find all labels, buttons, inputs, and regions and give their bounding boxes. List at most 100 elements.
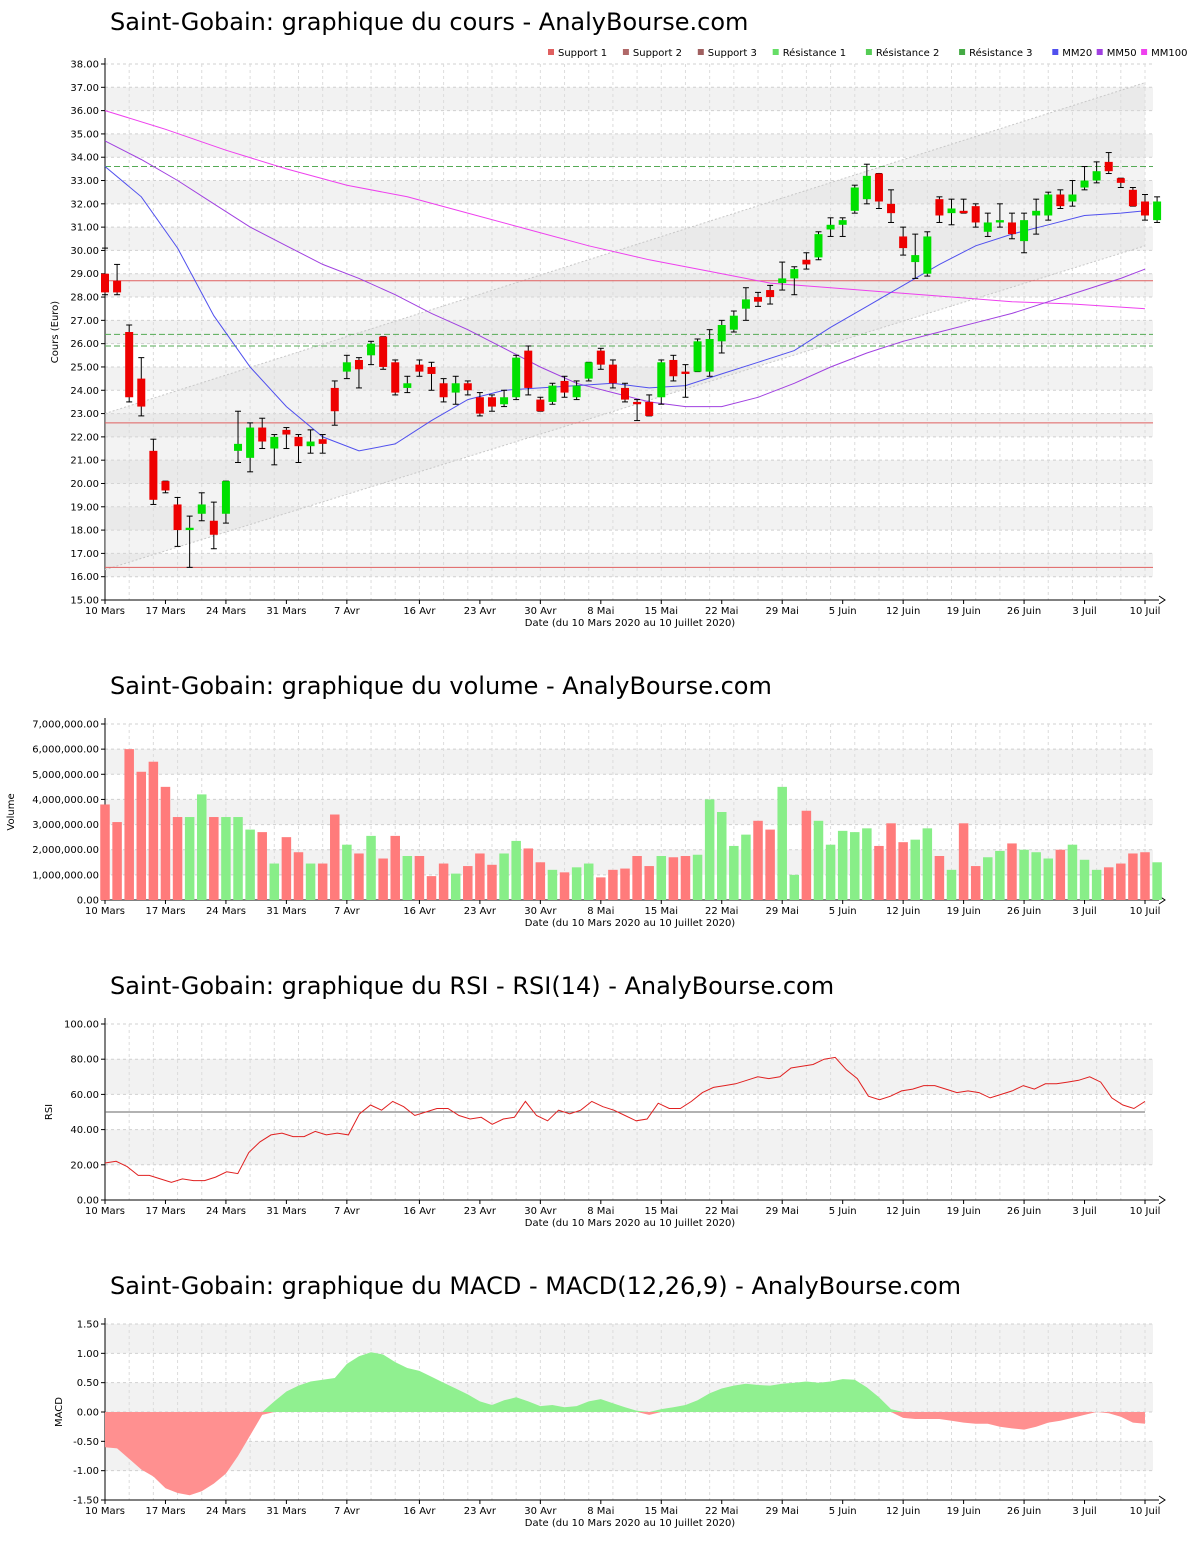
y-tick-label: 29.00 [70,269,99,280]
volume-bar [850,832,860,900]
x-tick-label: 29 Mai [765,906,798,917]
candle-body [814,234,823,258]
mm50-line [104,140,1146,408]
volume-bar [668,857,679,900]
x-tick-label: 23 Avr [464,1206,497,1217]
rsi-panel: Saint-Gobain: graphique du RSI - RSI(14)… [0,960,1200,1240]
x-tick-label: 15 Mai [645,606,678,617]
candle-body [101,273,109,293]
grid-band [105,87,1153,111]
volume-bar [1067,844,1078,900]
volume-bar [547,869,558,900]
candle-body [185,527,194,531]
y-tick-label: 6,000,000.00 [32,745,99,756]
y-tick-label: -1.50 [73,1496,99,1507]
macd-chart: -1.50 -1.00 -0.50 0.00 0.50 1.00 1.50 10 Mars 17… [54,1318,1166,1529]
x-tick-label: 3 Juil [1072,606,1096,617]
x-tick-label: 30 Avr [524,1506,557,1517]
x-tick-label: 16 Avr [403,1506,436,1517]
volume-bar [317,863,328,900]
volume-bar [583,863,594,900]
x-tick-label: 16 Avr [403,906,436,917]
x-tick-label: 19 Juin [946,606,980,617]
candle-body [354,359,363,370]
volume-bar [898,842,908,900]
y-tick-label: 3,000,000.00 [32,820,99,831]
volume-bar [221,817,231,900]
x-tick-label: 12 Juin [886,1206,920,1217]
candle-body [149,450,158,500]
candle-body [705,338,714,372]
y-tick-label: 80.00 [70,1055,99,1066]
y-tick-label: 100.00 [64,1020,99,1031]
macd-negative-area [105,1412,1145,1496]
legend-swatch [772,49,779,55]
legend-swatch [548,49,554,55]
candle-body [766,290,775,298]
x-axis-arrow [1158,595,1166,605]
volume-bar [402,856,413,900]
candle-body [596,350,605,365]
volume-bar [910,839,920,900]
candle-body [971,206,980,223]
candle-body [270,436,279,449]
candle-body [427,366,436,374]
x-tick-label: 31 Mars [266,906,306,917]
volume-bar [934,856,945,900]
volume-bar [692,854,703,900]
candle-body [899,236,908,249]
x-tick-label: 17 Mars [145,1206,185,1217]
y-tick-label: 15.00 [70,596,99,607]
volume-bar [886,823,896,900]
volume-bar [1043,858,1054,900]
grid-band [105,1441,1153,1471]
mm100-line [104,110,1146,310]
x-tick-label: 24 Mars [206,1506,246,1517]
candle-body [1068,194,1077,202]
y-tick-label: 30.00 [70,246,99,257]
candle-body [451,383,460,393]
x-tick-label: 3 Juil [1072,906,1096,917]
candle-body [113,280,122,293]
y-tick-label: 22.00 [70,432,99,443]
x-tick-label: 8 Mai [587,906,614,917]
candle-body [887,203,896,214]
volume-bar [983,857,993,900]
legend-label: Support 3 [708,48,757,59]
candle-body [548,385,557,402]
x-tick-label: 5 Juin [829,906,857,917]
x-tick-label: 22 Mai [705,606,738,617]
trend-channel [105,82,1145,570]
candle-body [391,362,400,393]
candle-body [923,236,932,274]
y-tick-label: 33.00 [70,176,99,187]
candle-body [1056,194,1065,207]
candle-body [209,520,218,535]
x-tick-label: 10 Mars [85,1206,125,1217]
grid-band [105,366,1153,391]
macd-chart-title: Saint-Gobain: graphique du MACD - MACD(1… [110,1272,962,1300]
candle-body [778,278,787,284]
x-tick-label: 12 Juin [886,906,920,917]
candle-body [584,362,593,379]
candle-body [790,269,799,279]
volume-bar [390,835,400,900]
y-axis-label: Cours (Euro) [50,301,61,364]
volume-bar [753,820,763,900]
x-tick-label: 8 Mai [587,1506,614,1517]
candle-body [318,439,327,444]
grid-band [105,749,1153,775]
x-axis-label: Date (du 10 Mars 2020 au 10 Juillet 2020… [525,1518,736,1529]
y-tick-label: 25.00 [70,362,99,373]
y-axis-label: Volume [6,793,17,830]
candle-body [524,350,533,388]
volume-bar [499,853,509,900]
x-tick-label: 29 Mai [765,1506,798,1517]
candle-body [1128,189,1137,207]
candle-body [125,332,134,398]
candle-body [306,441,315,447]
y-tick-label: 28.00 [70,293,99,304]
volume-bar [148,761,159,900]
volume-bar [305,863,316,900]
x-tick-label: 24 Mars [206,1206,246,1217]
